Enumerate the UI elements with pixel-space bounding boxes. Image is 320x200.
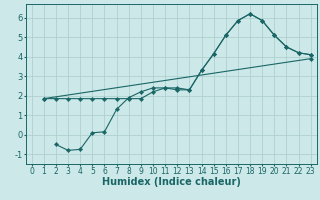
X-axis label: Humidex (Indice chaleur): Humidex (Indice chaleur) [102,177,241,187]
